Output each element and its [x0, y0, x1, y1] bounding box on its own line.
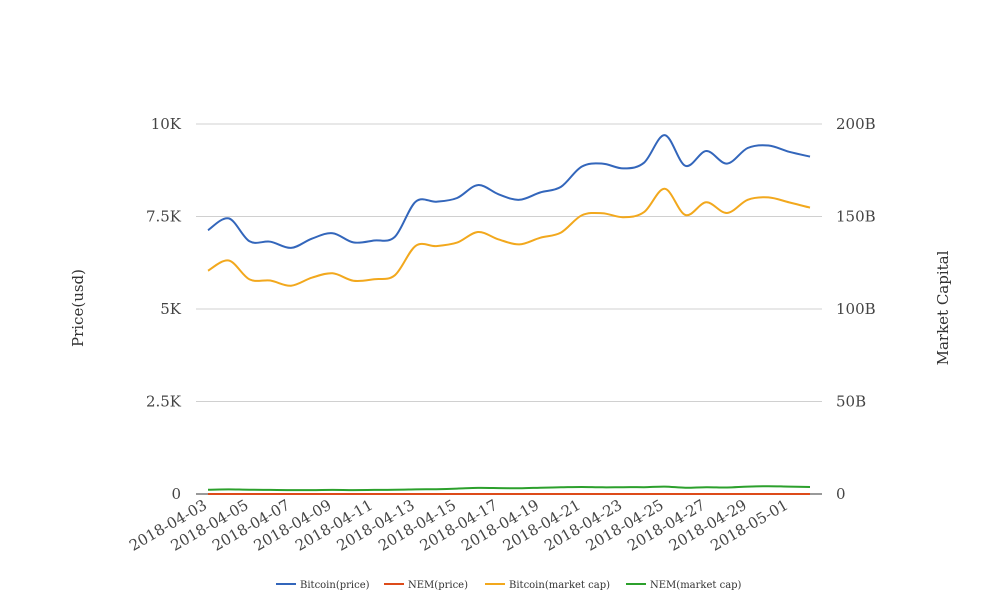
x-axis: 2018-04-032018-04-052018-04-072018-04-09…	[126, 496, 791, 555]
y2-axis-title: Market Capital	[934, 250, 952, 365]
y-tick-label: 7.5K	[146, 208, 182, 226]
legend-label: Bitcoin(market cap)	[509, 580, 610, 591]
legend-item: Bitcoin(price)	[276, 580, 370, 591]
y2-tick-label: 200B	[836, 115, 876, 133]
legend: Bitcoin(price) NEM(price) Bitcoin(market c…	[276, 580, 742, 591]
y-axis-right: 0 50B 100B 150B 200B	[836, 115, 876, 503]
y-axis-left: 0 2.5K 5K 7.5K 10K	[146, 115, 182, 503]
legend-item: NEM(price)	[384, 580, 468, 591]
grid-lines	[196, 123, 822, 495]
legend-label: Bitcoin(price)	[300, 580, 370, 591]
y-tick-label: 5K	[160, 300, 182, 318]
y-tick-label: 10K	[151, 115, 182, 133]
y2-tick-label: 100B	[836, 300, 876, 318]
series-line-nem-market-cap	[207, 485, 811, 492]
y2-tick-label: 150B	[836, 208, 876, 226]
y2-tick-label: 0	[836, 485, 846, 503]
series-line-bitcoin-price	[207, 134, 811, 249]
y-axis-title: Price(usd)	[69, 269, 87, 347]
series-lines	[207, 134, 811, 495]
y2-tick-label: 50B	[836, 393, 866, 411]
legend-label: NEM(market cap)	[650, 580, 742, 591]
y-tick-label: 2.5K	[146, 393, 182, 411]
legend-item: NEM(market cap)	[626, 580, 742, 591]
legend-label: NEM(price)	[408, 580, 468, 591]
y-tick-label: 0	[171, 485, 181, 503]
legend-item: Bitcoin(market cap)	[485, 580, 610, 591]
series-line-bitcoin-market-cap	[207, 187, 811, 287]
